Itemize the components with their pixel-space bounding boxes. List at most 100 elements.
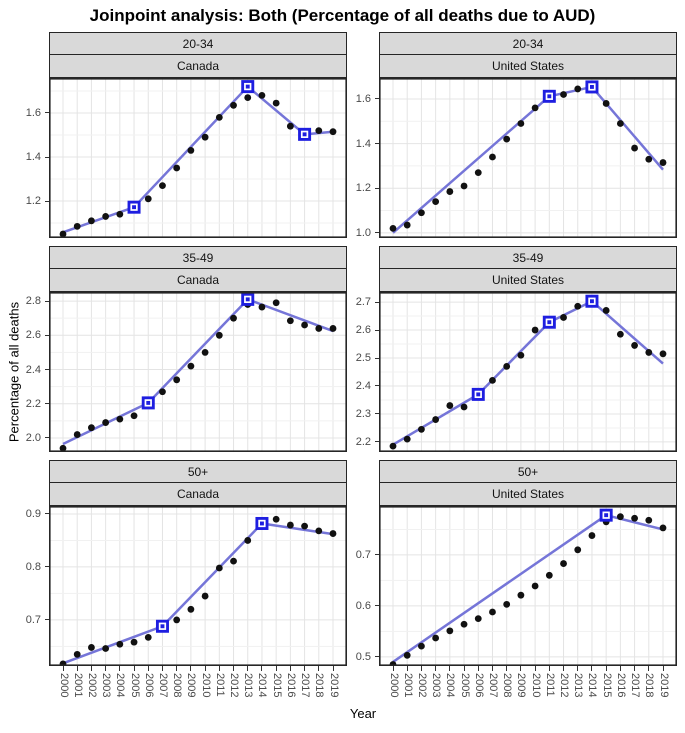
y-tick-mark xyxy=(374,656,379,658)
x-tick-label: 2016 xyxy=(284,673,297,698)
x-tick-mark xyxy=(133,666,135,671)
x-tick-label: 2007 xyxy=(157,673,169,698)
y-tick-label: 2.4 xyxy=(355,379,371,392)
y-tick-mark xyxy=(374,143,379,145)
x-tick-label: 2004 xyxy=(444,673,457,698)
y-tick-mark xyxy=(374,441,379,443)
x-tick-mark xyxy=(605,666,607,671)
observed-points xyxy=(389,298,667,450)
x-tick-mark xyxy=(406,666,408,671)
y-tick-label: 2.7 xyxy=(355,296,371,309)
x-tick-label: 2013 xyxy=(572,673,585,698)
y-tick-label: 2.6 xyxy=(355,324,371,337)
x-gridlines xyxy=(62,78,334,238)
y-tick-label: 2.5 xyxy=(355,352,371,364)
joinpoint-markers xyxy=(542,80,599,103)
x-tick-mark xyxy=(105,666,107,671)
panel-border xyxy=(379,292,677,452)
y-tick-mark xyxy=(374,301,379,303)
y-tick-label: 0.5 xyxy=(355,650,371,663)
y-tick-label: 1.2 xyxy=(355,182,371,195)
y-tick-label: 1.4 xyxy=(355,137,371,150)
x-tick-label: 2018 xyxy=(313,673,326,698)
facet-strip-age: 35-49 xyxy=(379,246,677,269)
x-tick-label: 2010 xyxy=(529,673,542,698)
y-tick-label: 1.2 xyxy=(25,195,41,208)
y-tick-mark xyxy=(374,554,379,556)
x-tick-mark xyxy=(435,666,437,671)
x-tick-mark xyxy=(190,666,192,671)
facet-strip-age: 20-34 xyxy=(379,32,677,55)
x-tick-label: 2001 xyxy=(71,673,84,698)
x-tick-mark xyxy=(90,666,92,671)
y-tick-mark xyxy=(44,437,49,439)
x-tick-mark xyxy=(161,666,163,671)
y-tick-mark xyxy=(374,413,379,415)
x-tick-mark xyxy=(420,666,422,671)
x-tick-label: 2008 xyxy=(501,673,514,698)
panel-background xyxy=(49,506,347,666)
y-gridlines xyxy=(379,528,677,658)
x-tick-label: 2011 xyxy=(543,673,556,697)
x-tick-label: 2016 xyxy=(614,673,627,698)
joinpoint-markers xyxy=(599,508,613,522)
plot-area-50plus-united-states xyxy=(379,506,677,666)
x-tick-label: 2010 xyxy=(199,673,212,698)
x-tick-mark xyxy=(491,666,493,671)
x-tick-mark xyxy=(463,666,465,671)
x-tick-label: 2019 xyxy=(657,673,670,698)
y-tick-mark xyxy=(44,403,49,405)
x-tick-label: 2006 xyxy=(472,673,485,698)
x-tick-label: 2004 xyxy=(114,673,127,698)
x-tick-mark xyxy=(506,666,508,671)
facet-strip-age: 50+ xyxy=(49,460,347,483)
x-tick-label: 2001 xyxy=(401,673,414,698)
joinpoint-markers xyxy=(471,294,599,401)
y-tick-label: 1.4 xyxy=(25,151,41,163)
x-tick-mark xyxy=(204,666,206,671)
x-tick-mark xyxy=(548,666,550,671)
joinpoint-markers xyxy=(155,516,269,633)
x-tick-mark xyxy=(289,666,291,671)
facet-strip-country: United States xyxy=(379,482,677,506)
y-tick-mark xyxy=(44,300,49,302)
x-tick-mark xyxy=(119,666,121,671)
panel-border xyxy=(379,78,677,238)
joinpoint-markers xyxy=(127,80,312,214)
y-tick-label: 2.8 xyxy=(25,295,41,308)
trend-line xyxy=(392,85,664,234)
x-tick-mark xyxy=(648,666,650,671)
facet-strip-country: Canada xyxy=(49,482,347,506)
trend-line xyxy=(62,522,334,665)
x-tick-mark xyxy=(176,666,178,671)
x-tick-mark xyxy=(247,666,249,671)
x-tick-label: 2000 xyxy=(57,673,70,698)
x-tick-mark xyxy=(619,666,621,671)
y-tick-mark xyxy=(44,156,49,158)
x-tick-label: 2015 xyxy=(270,673,283,698)
x-tick-label: 2005 xyxy=(128,673,141,698)
x-tick-label: 2000 xyxy=(387,673,400,698)
x-tick-mark xyxy=(218,666,220,671)
x-tick-mark xyxy=(233,666,235,671)
x-tick-mark xyxy=(261,666,263,671)
x-tick-label: 2019 xyxy=(327,673,340,698)
panel-background xyxy=(379,78,677,238)
x-tick-mark xyxy=(520,666,522,671)
x-tick-label: 2014 xyxy=(586,673,599,698)
x-tick-label: 2017 xyxy=(299,673,312,698)
x-tick-mark xyxy=(634,666,636,671)
x-tick-label: 2009 xyxy=(515,673,528,698)
plot-area-20-34-canada xyxy=(49,78,347,238)
panel-border xyxy=(49,506,347,666)
x-tick-label: 2013 xyxy=(242,673,255,698)
y-tick-label: 0.6 xyxy=(355,599,371,612)
y-tick-mark xyxy=(44,619,49,621)
x-tick-mark xyxy=(477,666,479,671)
y-tick-mark xyxy=(374,357,379,359)
x-tick-label: 2008 xyxy=(171,673,184,698)
plot-area-50plus-canada xyxy=(49,506,347,666)
y-tick-label: 0.7 xyxy=(355,548,371,561)
x-tick-label: 2005 xyxy=(458,673,471,698)
